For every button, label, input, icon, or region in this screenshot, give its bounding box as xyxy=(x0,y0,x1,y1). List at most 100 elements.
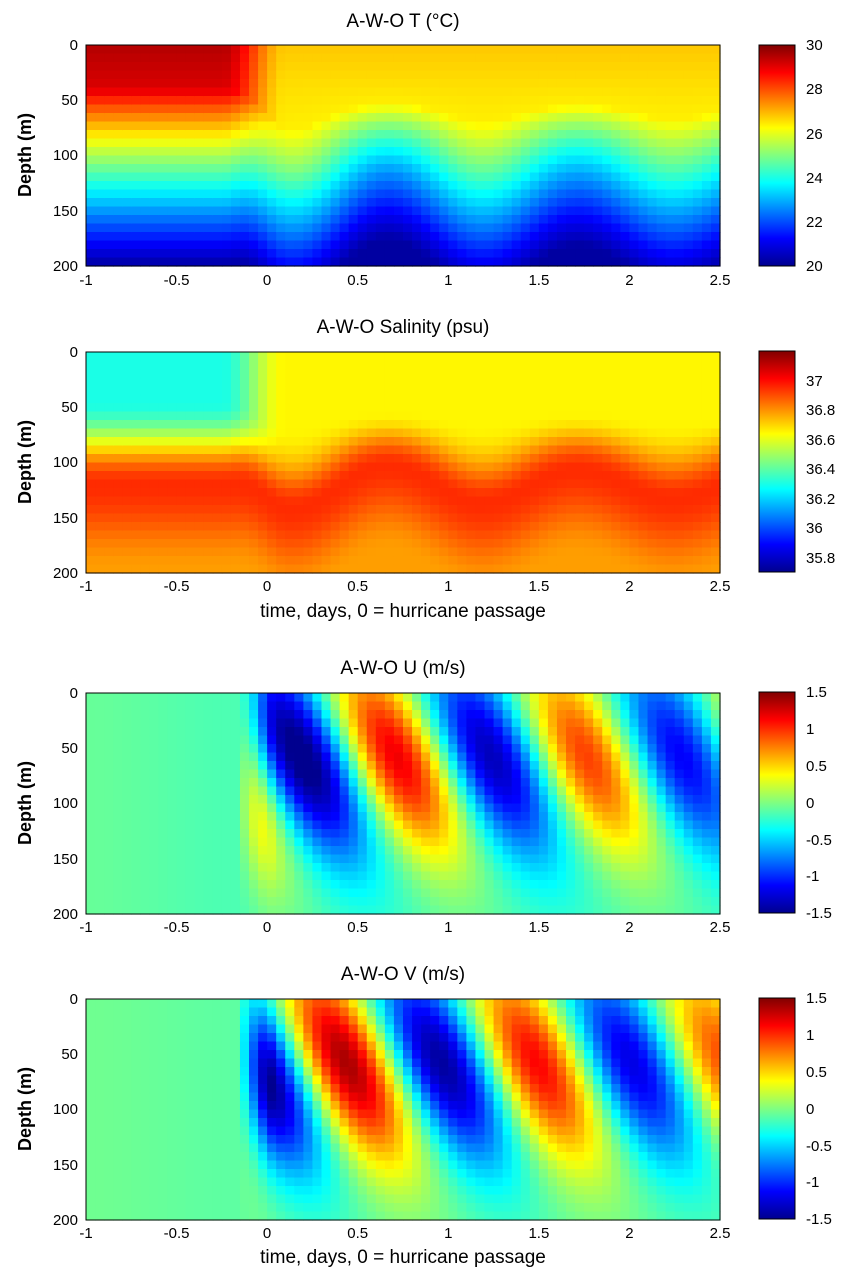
heatmap-cell xyxy=(439,471,449,481)
heatmap-cell xyxy=(167,854,178,864)
heatmap-cell xyxy=(421,411,431,421)
heatmap-cell xyxy=(502,189,513,199)
heatmap-cell xyxy=(194,769,205,779)
heatmap-cell xyxy=(647,249,658,259)
heatmap-cell xyxy=(584,360,594,370)
heatmap-cell xyxy=(493,360,504,370)
heatmap-cell xyxy=(593,87,603,97)
heatmap-cell xyxy=(520,87,531,97)
heatmap-cell xyxy=(194,352,205,362)
heatmap-cell xyxy=(547,513,558,523)
heatmap-cell xyxy=(475,53,486,63)
heatmap-cell xyxy=(212,403,223,413)
heatmap-cell xyxy=(393,530,404,540)
heatmap-cell xyxy=(647,513,658,523)
heatmap-cell xyxy=(430,369,440,379)
heatmap-cell xyxy=(303,462,314,472)
heatmap-cell xyxy=(566,249,576,259)
heatmap-cell xyxy=(647,360,658,370)
heatmap-cell xyxy=(412,820,422,830)
heatmap-cell xyxy=(158,113,169,123)
heatmap-cell xyxy=(104,752,114,762)
heatmap-cell xyxy=(602,445,612,455)
heatmap-cell xyxy=(629,539,640,549)
heatmap-cell xyxy=(647,215,658,225)
heatmap-cell xyxy=(393,386,404,396)
heatmap-cell xyxy=(520,352,531,362)
heatmap-cell xyxy=(357,693,368,703)
heatmap-cell xyxy=(113,206,123,216)
panel-temperature: A-W-O T (°C) Depth (m) -1 -0.5 0 0.5 1 1… xyxy=(15,11,823,289)
heatmap-cell xyxy=(520,164,531,174)
heatmap-cell xyxy=(475,104,486,114)
heatmap-cell xyxy=(556,352,567,362)
heatmap-cell xyxy=(547,70,558,80)
heatmap-cell xyxy=(484,87,495,97)
heatmap-cell xyxy=(602,420,612,430)
heatmap-cell xyxy=(520,138,531,148)
heatmap-cell xyxy=(466,880,477,890)
heatmap-cell xyxy=(185,377,196,387)
heatmap-cell xyxy=(556,172,567,182)
heatmap-cell xyxy=(656,206,667,216)
heatmap-cell xyxy=(267,411,277,421)
heatmap-cell xyxy=(239,377,250,387)
heatmap-cell xyxy=(647,547,658,557)
heatmap-cell xyxy=(538,257,549,267)
heatmap-cell xyxy=(348,130,359,140)
heatmap-cell xyxy=(339,701,350,711)
heatmap-cell xyxy=(384,428,395,438)
heatmap-cell xyxy=(239,761,250,771)
heatmap-cell xyxy=(520,795,531,805)
heatmap-cell xyxy=(701,479,712,489)
heatmap-cell xyxy=(403,505,413,515)
heatmap-cell xyxy=(312,377,323,387)
heatmap-cell xyxy=(158,693,169,703)
heatmap-cell xyxy=(230,96,241,106)
heatmap-cell xyxy=(294,803,304,813)
heatmap-cell xyxy=(366,880,377,890)
heatmap-cell xyxy=(511,96,522,106)
heatmap-cell xyxy=(149,198,160,208)
heatmap-cell xyxy=(520,471,531,481)
heatmap-cell xyxy=(475,888,486,898)
heatmap-cell xyxy=(502,147,513,157)
heatmap-cell xyxy=(321,113,332,123)
heatmap-cell xyxy=(194,479,205,489)
heatmap-cell xyxy=(566,471,576,481)
heatmap-cell xyxy=(230,138,241,148)
heatmap-cell xyxy=(140,488,150,498)
heatmap-cell xyxy=(276,496,286,506)
heatmap-cell xyxy=(203,795,214,805)
heatmap-cell xyxy=(529,96,540,106)
heatmap-cell xyxy=(357,837,368,847)
heatmap-cell xyxy=(602,53,612,63)
heatmap-cell xyxy=(412,394,422,404)
heatmap-cell xyxy=(683,488,694,498)
heatmap-cell xyxy=(421,761,431,771)
heatmap-cell xyxy=(95,820,105,830)
heatmap-cell xyxy=(620,403,631,413)
heatmap-cell xyxy=(575,377,585,387)
heatmap-cell xyxy=(113,428,123,438)
heatmap-cell xyxy=(167,744,178,754)
heatmap-cell xyxy=(448,257,458,267)
heatmap-cell xyxy=(412,871,422,881)
heatmap-cell xyxy=(448,820,458,830)
heatmap-cell xyxy=(267,45,277,55)
heatmap-cell xyxy=(285,803,295,813)
heatmap-cell xyxy=(638,70,649,80)
heatmap-cell xyxy=(321,420,332,430)
heatmap-cell xyxy=(701,411,712,421)
heatmap-cell xyxy=(330,888,341,898)
heatmap-cell xyxy=(312,45,323,55)
heatmap-cell xyxy=(104,778,114,788)
heatmap-cell xyxy=(221,428,232,438)
heatmap-cell xyxy=(167,829,178,839)
heatmap-cell xyxy=(249,812,259,822)
heatmap-cell xyxy=(194,854,205,864)
heatmap-cell xyxy=(321,829,332,839)
heatmap-cell xyxy=(502,420,513,430)
heatmap-cell xyxy=(502,522,513,532)
heatmap-cell xyxy=(230,505,241,515)
